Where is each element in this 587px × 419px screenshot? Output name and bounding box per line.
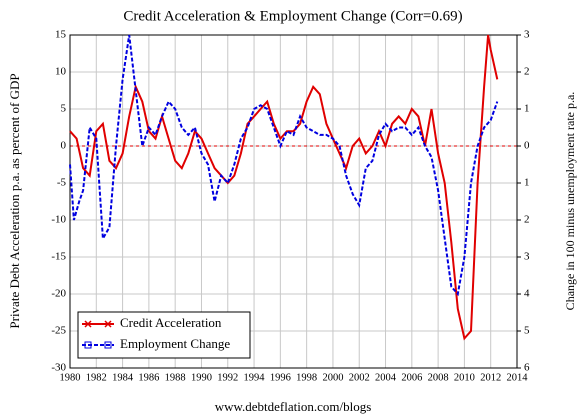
x-tick-label: 2004 — [375, 372, 397, 383]
y2-tick-label: 0 — [524, 140, 530, 152]
y2-axis-label: Change in 100 minus unemployment rate p.… — [563, 92, 577, 311]
y-tick-label: 5 — [61, 103, 67, 115]
y-tick-label: -5 — [57, 177, 67, 189]
legend-label: Credit Acceleration — [120, 315, 222, 330]
series-line — [69, 34, 499, 341]
x-tick-label: 2010 — [454, 372, 475, 383]
x-tick-label: 1992 — [217, 372, 238, 383]
x-tick-label: 1990 — [191, 372, 212, 383]
legend-marker — [104, 320, 112, 328]
legend-box — [77, 311, 251, 359]
y2-tick-label: 2 — [524, 66, 530, 78]
y-tick-label: -25 — [51, 325, 66, 337]
x-tick-label: 1982 — [86, 372, 107, 383]
plot-frame — [69, 34, 518, 369]
x-tick-label: 2012 — [480, 372, 501, 383]
x-tick-label: 2000 — [322, 372, 343, 383]
y2-tick-label: 3 — [524, 29, 530, 41]
y-tick-label: 15 — [55, 29, 67, 41]
x-tick-label: 1984 — [112, 372, 134, 383]
x-tick-label: 1994 — [244, 372, 266, 383]
y-axis-label: Private Debt Acceleration p.a. as percen… — [7, 73, 22, 328]
y-tick-label: -15 — [51, 251, 66, 263]
x-tick-label: 2002 — [349, 372, 370, 383]
y-tick-label: 0 — [61, 140, 67, 152]
y2-tick-label: 2 — [524, 214, 530, 226]
series-line — [69, 34, 499, 297]
y-tick-label: 10 — [55, 66, 67, 78]
x-tick-label: 1986 — [138, 372, 159, 383]
y-tick-label: -20 — [51, 288, 66, 300]
y2-tick-label: 1 — [524, 103, 530, 115]
legend-label: Employment Change — [120, 336, 230, 351]
y2-tick-label: 5 — [524, 325, 530, 337]
chart-title: Credit Acceleration & Employment Change … — [123, 8, 462, 24]
y-tick-label: -30 — [51, 362, 66, 374]
legend-marker — [104, 341, 112, 349]
footer: www.debtdeflation.com/blogs — [215, 399, 372, 414]
x-tick-label: 1996 — [270, 372, 291, 383]
x-tick-label: 1980 — [60, 372, 81, 383]
x-tick-label: 1988 — [165, 372, 186, 383]
x-tick-label: 1998 — [296, 372, 317, 383]
y2-tick-label: 6 — [524, 362, 530, 374]
y2-tick-label: 4 — [524, 288, 530, 300]
y-tick-label: -10 — [51, 214, 66, 226]
legend-marker — [84, 320, 92, 328]
x-tick-label: 2006 — [401, 372, 422, 383]
legend-marker — [84, 341, 92, 349]
y2-tick-label: 3 — [524, 251, 530, 263]
y2-tick-label: 1 — [524, 177, 530, 189]
x-tick-label: 2008 — [428, 372, 449, 383]
x-tick-label: 2014 — [507, 372, 529, 383]
